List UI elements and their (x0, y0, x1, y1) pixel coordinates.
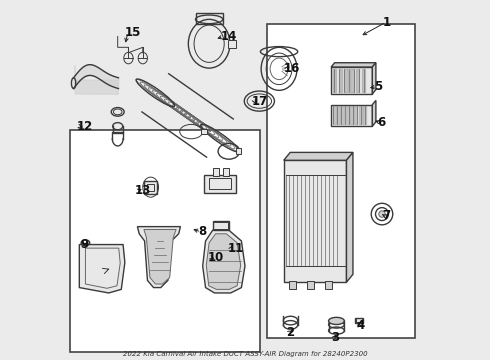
Polygon shape (344, 69, 348, 92)
Bar (214, 222, 228, 229)
Text: 4: 4 (356, 319, 365, 332)
Polygon shape (362, 69, 365, 92)
Ellipse shape (329, 318, 344, 324)
Text: 9: 9 (80, 238, 88, 251)
Text: 15: 15 (125, 27, 141, 40)
Text: 16: 16 (284, 62, 300, 75)
Polygon shape (331, 63, 376, 67)
Text: 6: 6 (378, 116, 386, 129)
Text: 17: 17 (251, 95, 268, 108)
Polygon shape (372, 63, 376, 94)
Polygon shape (333, 69, 337, 92)
Polygon shape (331, 67, 372, 94)
Polygon shape (350, 107, 353, 125)
Text: 14: 14 (220, 30, 237, 43)
Bar (201, 129, 207, 134)
Bar (356, 319, 362, 322)
Text: 11: 11 (228, 242, 245, 255)
Bar (213, 168, 219, 176)
Polygon shape (339, 69, 342, 92)
Text: 8: 8 (198, 225, 207, 238)
Polygon shape (206, 234, 241, 289)
Bar (267, 24, 416, 338)
Bar (236, 148, 241, 154)
Bar (209, 178, 231, 189)
Text: 10: 10 (207, 251, 223, 264)
Bar (213, 221, 229, 230)
Polygon shape (346, 107, 349, 125)
Bar (228, 40, 236, 48)
Bar (223, 168, 229, 176)
Text: 3: 3 (331, 331, 339, 344)
Polygon shape (346, 152, 353, 282)
Polygon shape (337, 107, 340, 125)
Text: 13: 13 (135, 184, 151, 197)
Polygon shape (363, 107, 366, 125)
Bar (144, 181, 157, 194)
Polygon shape (79, 244, 125, 293)
Polygon shape (331, 105, 372, 126)
Bar (307, 282, 314, 289)
Polygon shape (144, 229, 176, 284)
Circle shape (379, 211, 385, 217)
Text: 2: 2 (286, 326, 294, 339)
Text: 7: 7 (382, 210, 390, 222)
Bar (289, 282, 296, 289)
Text: 5: 5 (374, 80, 382, 93)
Polygon shape (284, 152, 353, 160)
Polygon shape (203, 230, 245, 293)
Polygon shape (359, 107, 362, 125)
Bar (147, 184, 154, 192)
Bar (70, 130, 260, 352)
Text: 1: 1 (383, 16, 391, 29)
Bar (355, 318, 363, 323)
Polygon shape (284, 160, 346, 282)
Polygon shape (354, 107, 357, 125)
Bar (196, 13, 223, 24)
Bar (325, 282, 332, 289)
Polygon shape (342, 107, 344, 125)
Text: 2022 Kia Carnival Air Intake DUCT ASSY-AIR Diagram for 28240P2300: 2022 Kia Carnival Air Intake DUCT ASSY-A… (122, 351, 368, 357)
Text: 12: 12 (76, 120, 93, 133)
Polygon shape (372, 100, 376, 126)
Bar (204, 175, 236, 193)
Polygon shape (333, 107, 336, 125)
Polygon shape (356, 69, 359, 92)
Polygon shape (137, 226, 180, 288)
Polygon shape (350, 69, 354, 92)
